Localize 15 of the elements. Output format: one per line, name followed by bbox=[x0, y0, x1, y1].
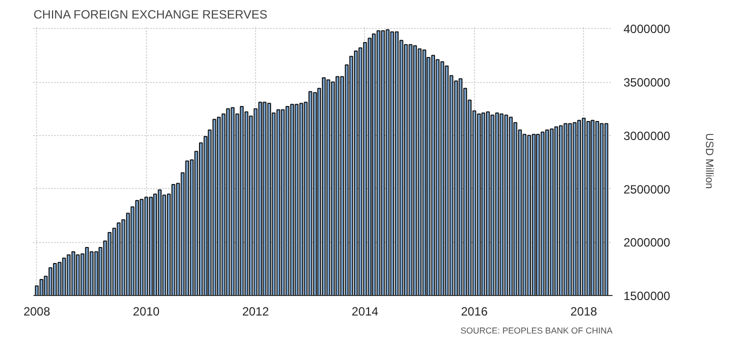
y-axis-title: USD Million bbox=[703, 133, 716, 189]
y-tick-label: 2500000 bbox=[624, 182, 671, 196]
y-tick-label: 4000000 bbox=[624, 22, 671, 36]
y-tick-label: 3500000 bbox=[624, 76, 671, 90]
source-note: SOURCE: PEOPLES BANK OF CHINA bbox=[460, 326, 613, 336]
x-tick-label: 2008 bbox=[23, 304, 50, 318]
chart-title: CHINA FOREIGN EXCHANGE RESERVES bbox=[34, 8, 268, 22]
x-tick-label: 2014 bbox=[352, 304, 379, 318]
x-tick-label: 2012 bbox=[242, 304, 270, 318]
y-tick-label: 1500000 bbox=[624, 289, 671, 303]
x-tick-label: 2016 bbox=[460, 304, 488, 318]
x-tick-label: 2018 bbox=[570, 304, 598, 318]
y-tick-label: 3000000 bbox=[624, 128, 671, 143]
x-tick-label: 2010 bbox=[132, 304, 160, 318]
y-tick-label: 2000000 bbox=[624, 236, 671, 250]
